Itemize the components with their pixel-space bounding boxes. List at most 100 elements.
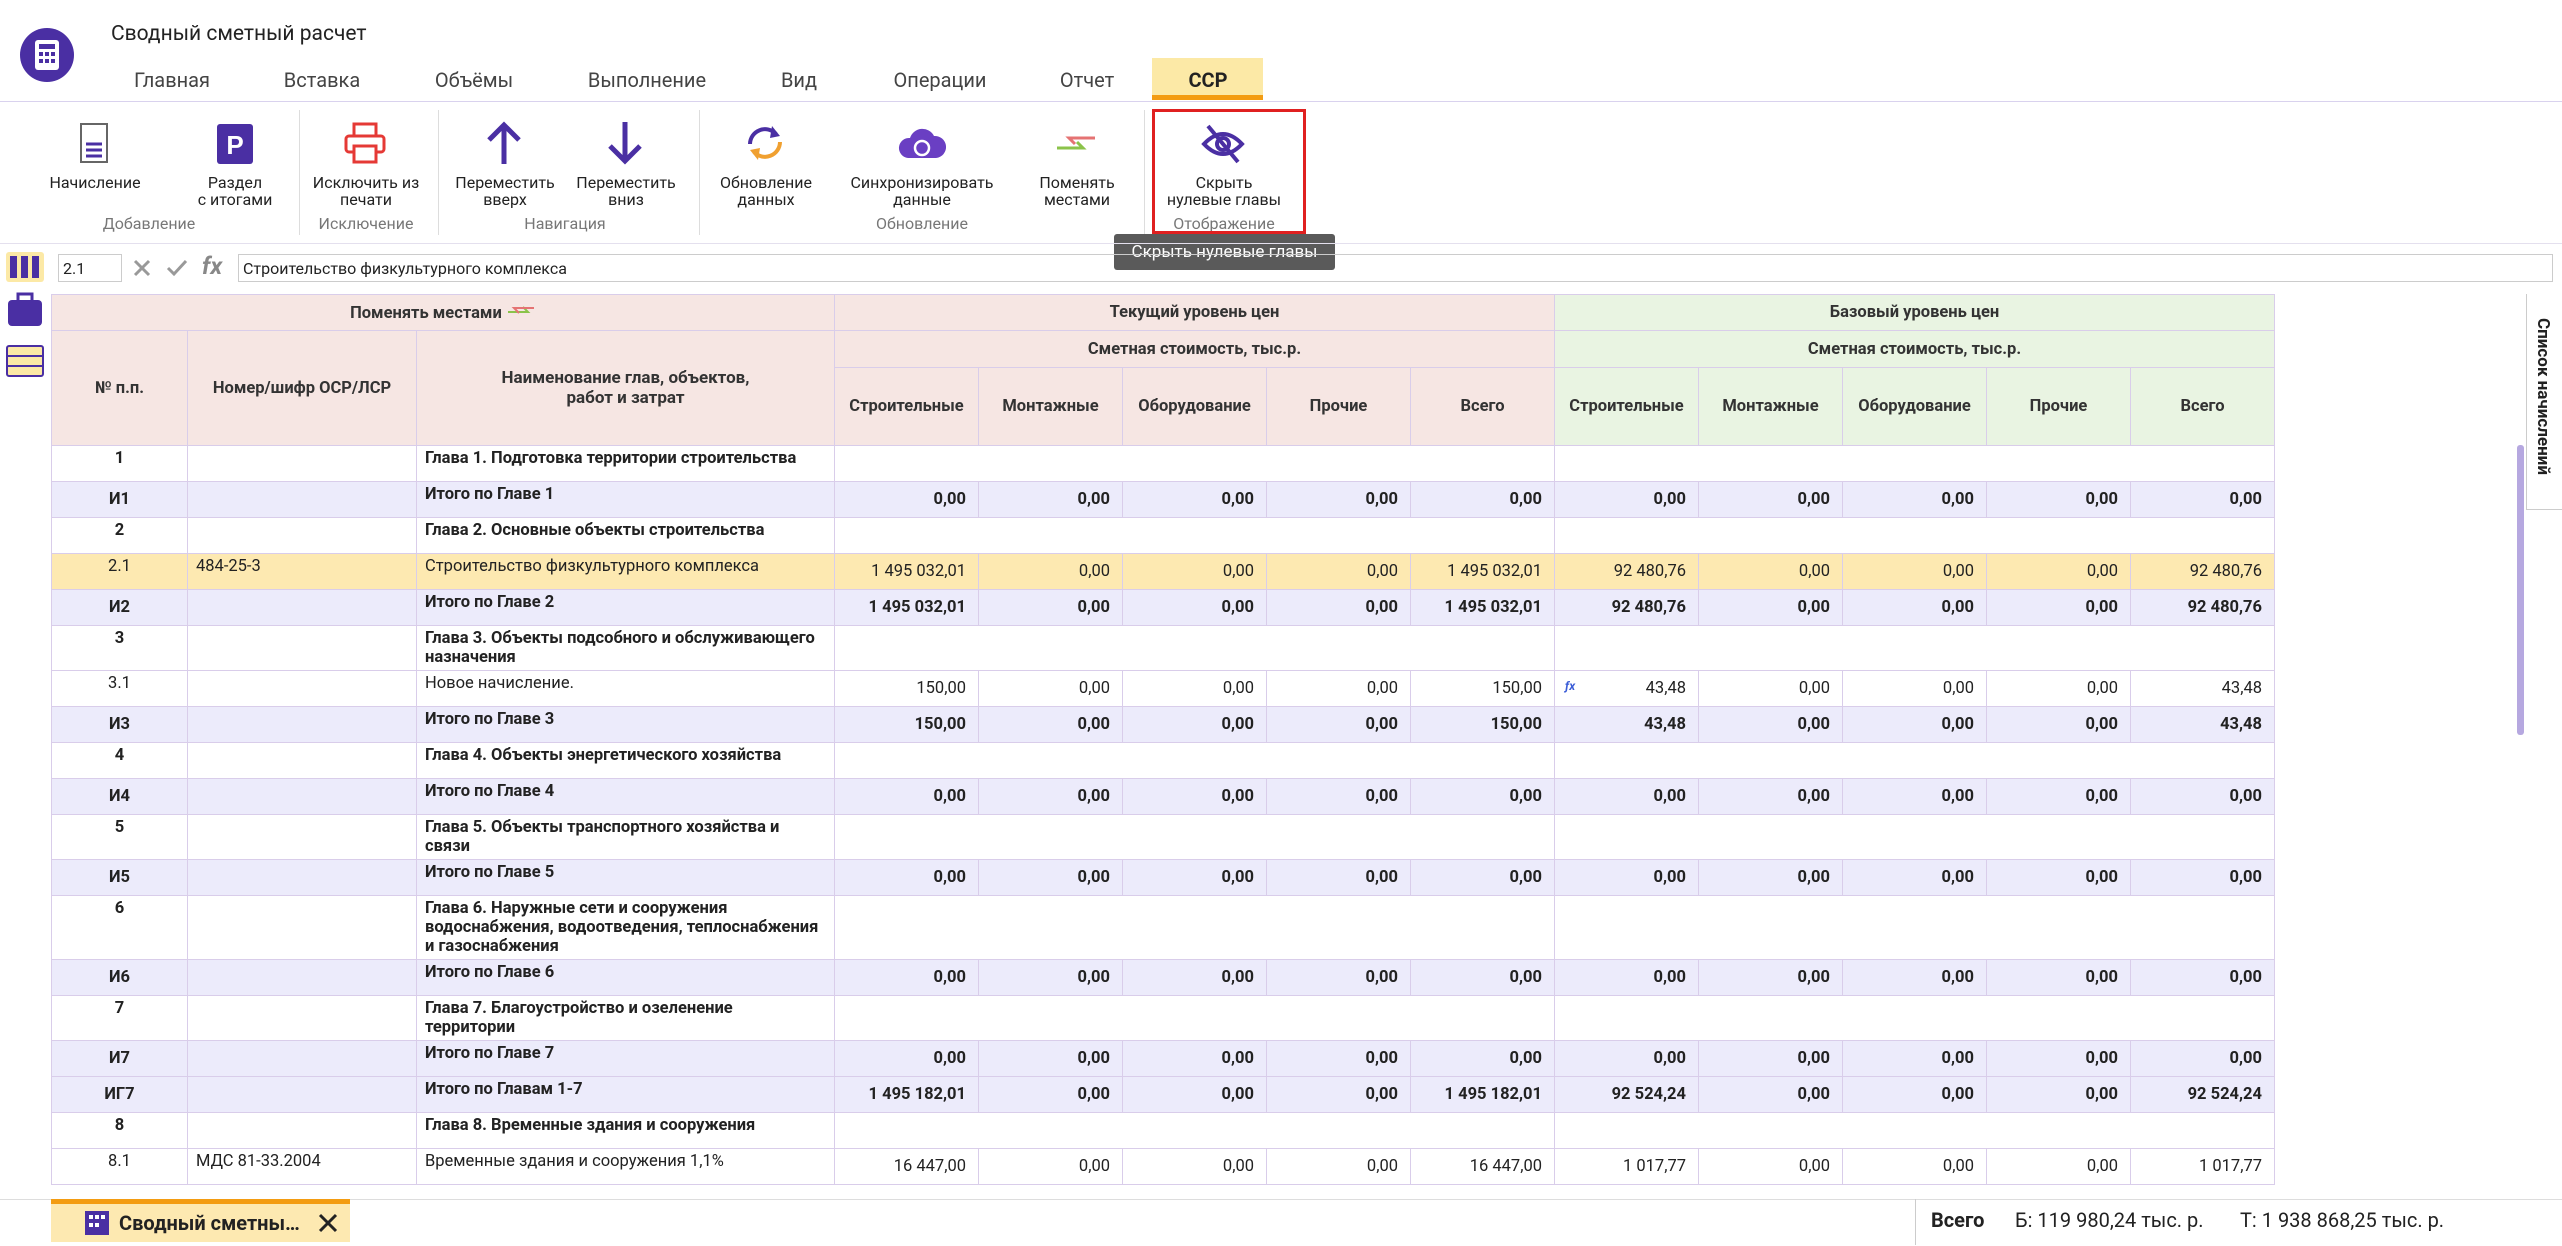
cell-code	[188, 671, 417, 707]
table-row[interactable]: 3Глава 3. Объекты подсобного и обслужива…	[52, 626, 2275, 671]
cell-empty	[835, 1113, 1555, 1149]
cell-code	[188, 590, 417, 626]
cell-value: 0,00	[1555, 482, 1699, 518]
cell-num: 8.1	[52, 1149, 188, 1185]
cell-value: 0,00	[1123, 554, 1267, 590]
cell-value: 0,00	[1699, 860, 1843, 896]
table-row[interactable]: 2Глава 2. Основные объекты строительства	[52, 518, 2275, 554]
table-row[interactable]: И5Итого по Главе 50,000,000,000,000,000,…	[52, 860, 2275, 896]
table-row[interactable]: 2.1484-25-3Строительство физкультурного …	[52, 554, 2275, 590]
cell-value: 0,00	[1555, 860, 1699, 896]
button-icon	[742, 120, 790, 168]
cell-value: 16 447,00	[1411, 1149, 1555, 1185]
ribbon-button[interactable]: PРаздел с итогами	[160, 120, 310, 208]
cell-value: 0,00	[1699, 779, 1843, 815]
side-panel[interactable]: Список начислений	[2526, 294, 2562, 510]
menu-tab[interactable]: Вид	[753, 62, 845, 98]
cell-value: 0,00	[979, 1041, 1123, 1077]
table-row[interactable]: ИГ7Итого по Главам 1-71 495 182,010,000,…	[52, 1077, 2275, 1113]
cell-value: 1 495 032,01	[1411, 554, 1555, 590]
cell-ref[interactable]: 2.1	[58, 254, 122, 282]
ribbon-button[interactable]: Обновление данных	[691, 120, 841, 208]
table-row[interactable]: 6Глава 6. Наружные сети и сооружения вод…	[52, 896, 2275, 960]
swap-header[interactable]: Поменять местами	[52, 295, 835, 331]
ribbon-button[interactable]: Исключить из печати	[291, 120, 441, 208]
doc-tab[interactable]: Сводный сметный расчет	[51, 1199, 350, 1242]
button-label: Исключить из печати	[313, 173, 419, 209]
cell-value: 92 480,76	[2131, 590, 2275, 626]
cell-name: Глава 1. Подготовка территории строитель…	[417, 446, 835, 482]
table-row[interactable]: И4Итого по Главе 40,000,000,000,000,000,…	[52, 779, 2275, 815]
button-label: Начисление	[49, 173, 140, 192]
ribbon-button[interactable]: Переместить вниз	[551, 120, 701, 208]
cell-empty	[1555, 626, 2275, 671]
cell-num: ИГ7	[52, 1077, 188, 1113]
cell-name: Итого по Главам 1-7	[417, 1077, 835, 1113]
table-row[interactable]: 1Глава 1. Подготовка территории строител…	[52, 446, 2275, 482]
button-icon: P	[211, 120, 259, 168]
cell-value: 0,00	[1699, 671, 1843, 707]
cell-value: 0,00	[1123, 1041, 1267, 1077]
cell-value: 0,00	[1699, 960, 1843, 996]
cell-code	[188, 743, 417, 779]
cell-code: 484-25-3	[188, 554, 417, 590]
table-row[interactable]: И6Итого по Главе 60,000,000,000,000,000,…	[52, 960, 2275, 996]
cell-value: 0,00	[979, 482, 1123, 518]
table-row[interactable]: 8Глава 8. Временные здания и сооружения	[52, 1113, 2275, 1149]
cell-value: 1 017,77	[1555, 1149, 1699, 1185]
ribbon-button[interactable]: Поменять местами	[1002, 120, 1152, 208]
cell-name: Глава 2. Основные объекты строительства	[417, 518, 835, 554]
group-label: Добавление	[103, 214, 196, 233]
cell-num: И1	[52, 482, 188, 518]
cell-name: Итого по Главе 4	[417, 779, 835, 815]
menu-tab[interactable]: Выполнение	[560, 62, 734, 98]
menu-tab[interactable]: Главная	[106, 62, 238, 98]
col-header: Строительные	[835, 368, 979, 446]
table-row[interactable]: 4Глава 4. Объекты энергетического хозяйс…	[52, 743, 2275, 779]
cell-code	[188, 996, 417, 1041]
ribbon-button[interactable]: Начисление	[20, 120, 170, 191]
cell-num: И7	[52, 1041, 188, 1077]
cell-value: 0,00	[1699, 1149, 1843, 1185]
col-header: Строительные	[1555, 368, 1699, 446]
cell-value: 0,00	[1267, 1077, 1411, 1113]
cell-value: 1 495 182,01	[835, 1077, 979, 1113]
separator	[299, 110, 300, 235]
table-row[interactable]: И2Итого по Главе 21 495 032,010,000,000,…	[52, 590, 2275, 626]
menu-tab[interactable]: Операции	[866, 62, 1015, 98]
menu-tab[interactable]: Отчет	[1032, 62, 1142, 98]
cell-empty	[835, 446, 1555, 482]
cell-value: 0,00	[1987, 1149, 2131, 1185]
col-header: Оборудование	[1123, 368, 1267, 446]
cell-value: 0,00	[979, 671, 1123, 707]
table-row[interactable]: И7Итого по Главе 70,000,000,000,000,000,…	[52, 1041, 2275, 1077]
table-row[interactable]: 8.1МДС 81-33.2004Временные здания и соор…	[52, 1149, 2275, 1185]
col-header: Монтажные	[1699, 368, 1843, 446]
cell-value: 0,00	[835, 1041, 979, 1077]
formula-input[interactable]: Строительство физкультурного комплекса	[238, 254, 2553, 282]
grid: Поменять местами Текущий уровень цен Баз…	[51, 294, 2521, 1199]
cell-value: 0,00	[2131, 779, 2275, 815]
cell-value: 0,00	[1843, 1077, 1987, 1113]
app-logo	[20, 28, 76, 84]
ribbon-button[interactable]: Синхронизировать данные	[847, 120, 997, 208]
cell-empty	[835, 626, 1555, 671]
table-row[interactable]: И1Итого по Главе 10,000,000,000,000,000,…	[52, 482, 2275, 518]
menu-tab[interactable]: ССР	[1160, 62, 1255, 98]
scrollbar[interactable]	[2517, 445, 2524, 735]
status-base: Б: 119 980,24 тыс. р.	[2015, 1208, 2204, 1232]
table-row[interactable]: И3Итого по Главе 3150,000,000,000,00150,…	[52, 707, 2275, 743]
cell-num: И4	[52, 779, 188, 815]
menu-tab[interactable]: Объёмы	[407, 62, 541, 98]
menu-tab[interactable]: Вставка	[256, 62, 388, 98]
table-row[interactable]: 5Глава 5. Объекты транспортного хозяйств…	[52, 815, 2275, 860]
app-title: Сводный сметный расчет	[111, 22, 367, 46]
cell-value: 0,00	[1987, 1077, 2131, 1113]
close-icon[interactable]	[317, 1212, 339, 1234]
cell-code	[188, 707, 417, 743]
table-row[interactable]: 3.1Новое начисление.150,000,000,000,0015…	[52, 671, 2275, 707]
table-row[interactable]: 7Глава 7. Благоустройство и озеленение т…	[52, 996, 2275, 1041]
button-label: Переместить вниз	[576, 173, 675, 209]
cell-value: 0,00	[979, 554, 1123, 590]
cell-value: 1 495 032,01	[1411, 590, 1555, 626]
